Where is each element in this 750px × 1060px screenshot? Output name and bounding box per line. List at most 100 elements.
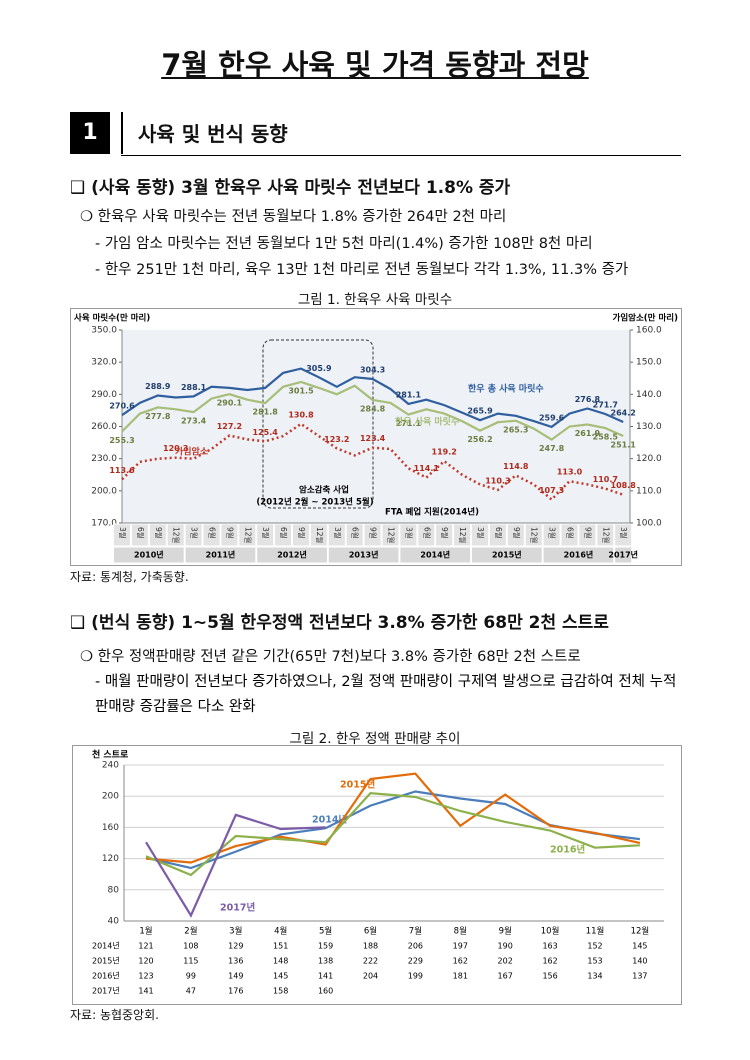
table-cell: 163 bbox=[542, 942, 557, 951]
year-label: 2010년 bbox=[134, 550, 164, 560]
data-label: 108.8 bbox=[611, 481, 637, 490]
data-label: 123.4 bbox=[360, 434, 386, 443]
x-cell bbox=[166, 523, 185, 547]
data-label: 288.9 bbox=[145, 382, 171, 391]
data-label: 259.6 bbox=[539, 413, 565, 422]
year-cell bbox=[256, 546, 328, 564]
data-label: 110.3 bbox=[485, 476, 510, 485]
x-cell bbox=[202, 523, 221, 547]
x-cell bbox=[113, 523, 131, 547]
source: 자료: 농협중앙회. bbox=[70, 1008, 159, 1022]
table-cell: 136 bbox=[228, 957, 243, 966]
table-cell: 156 bbox=[542, 972, 557, 981]
data-label: 271.7 bbox=[593, 400, 618, 409]
table-cell: 121 bbox=[138, 942, 153, 951]
data-label: 265.9 bbox=[467, 407, 493, 416]
plot-area bbox=[122, 330, 630, 523]
y2-tick-label: 100.0 bbox=[636, 519, 662, 529]
data-label: 270.6 bbox=[109, 402, 135, 411]
x-tick-label: 9월 bbox=[154, 527, 164, 539]
x-tick-label: 5월 bbox=[319, 926, 332, 937]
data-label: 125.4 bbox=[253, 428, 279, 437]
x-tick-label: 6월 bbox=[136, 527, 146, 539]
series-label: 2014년 bbox=[312, 814, 347, 826]
table-cell: 188 bbox=[363, 942, 378, 951]
y-tick-label: 320.0 bbox=[91, 358, 117, 368]
bullet: - 매월 판매량이 전년보다 증가하였으나, 2월 정액 판매량이 구제역 발생… bbox=[95, 674, 677, 715]
x-tick-label: 3월 bbox=[333, 527, 343, 539]
x-tick-label: 1월 bbox=[139, 926, 152, 937]
table-cell: 123 bbox=[138, 972, 153, 981]
year-label: 2014년 bbox=[420, 550, 450, 560]
data-label: 276.8 bbox=[575, 395, 601, 404]
source: 자료: 통계청, 가축동향. bbox=[70, 570, 189, 584]
table-row-label: 2017년 bbox=[92, 986, 120, 996]
x-tick-label: 6월 bbox=[566, 527, 576, 539]
series-line bbox=[121, 422, 624, 502]
y-tick-label: 40 bbox=[108, 917, 120, 927]
y2-tick-label: 160.0 bbox=[636, 326, 662, 336]
table-cell: 202 bbox=[498, 957, 513, 966]
table-cell: 47 bbox=[186, 987, 196, 996]
x-cell bbox=[417, 523, 436, 547]
table-cell: 159 bbox=[318, 942, 333, 951]
year-cell bbox=[113, 546, 185, 564]
series-label: 가임암소 bbox=[175, 446, 209, 458]
table-cell: 204 bbox=[363, 972, 378, 981]
heading: ❑ (사육 동향) 3월 한육우 사육 마릿수 전년보다 1.8% 증가 bbox=[70, 178, 511, 198]
y2-axis-title: 가임암소(만 마리) bbox=[613, 313, 679, 324]
y2-tick-label: 110.0 bbox=[636, 486, 662, 496]
x-tick-label: 9월 bbox=[369, 527, 379, 539]
table-cell: 176 bbox=[228, 987, 243, 996]
table-cell: 140 bbox=[632, 957, 647, 966]
data-label: 251.1 bbox=[611, 441, 637, 450]
data-label: 113.0 bbox=[557, 468, 583, 477]
x-cell bbox=[363, 523, 382, 547]
y-tick-label: 240 bbox=[102, 761, 119, 771]
y-tick-label: 200 bbox=[102, 792, 119, 802]
y2-tick-label: 140.0 bbox=[636, 390, 662, 400]
x-tick-label: 3월 bbox=[118, 527, 128, 539]
year-label: 2016년 bbox=[564, 550, 594, 560]
table-cell: 99 bbox=[186, 972, 196, 981]
table-row-label: 2016년 bbox=[92, 971, 120, 981]
x-tick-label: 3월 bbox=[404, 527, 414, 539]
x-tick-label: 3월 bbox=[548, 527, 558, 539]
x-cell bbox=[596, 523, 615, 547]
x-tick-label: 3월 bbox=[476, 527, 486, 539]
table-cell: 160 bbox=[318, 987, 333, 996]
x-cell bbox=[381, 523, 400, 547]
table-cell: 181 bbox=[453, 972, 468, 981]
data-label: 304.3 bbox=[360, 366, 385, 375]
table-row-label: 2015년 bbox=[92, 956, 120, 966]
data-label: 247.8 bbox=[539, 444, 565, 453]
series-line bbox=[145, 791, 640, 877]
x-tick-label: 12월 bbox=[315, 527, 325, 544]
table-cell: 134 bbox=[587, 972, 602, 981]
x-tick-label: 9월 bbox=[512, 527, 522, 539]
table-cell: 162 bbox=[453, 957, 468, 966]
table-cell: 137 bbox=[632, 972, 647, 981]
bullet: - 한우 251만 1천 마리, 육우 13만 1천 마리로 전년 동월보다 각… bbox=[95, 262, 629, 278]
x-tick-label: 3월 bbox=[619, 527, 629, 539]
figure-caption: 그림 1. 한육우 사육 마릿수 bbox=[297, 292, 453, 308]
x-cell bbox=[327, 523, 346, 547]
x-tick-label: 9월 bbox=[499, 926, 512, 937]
table-cell: 153 bbox=[587, 957, 602, 966]
series-label: 2015년 bbox=[340, 779, 375, 791]
table-cell: 141 bbox=[318, 972, 333, 981]
data-label: 114.1 bbox=[414, 464, 440, 473]
series-label: 한우 사육 마릿수 bbox=[395, 416, 459, 428]
table-cell: 145 bbox=[632, 942, 647, 951]
table-cell: 206 bbox=[408, 942, 423, 951]
x-tick-label: 3월 bbox=[261, 527, 271, 539]
annotation: (2012년 2월 ~ 2013년 5월) bbox=[256, 497, 373, 508]
table-cell: 115 bbox=[183, 957, 198, 966]
x-cell bbox=[399, 523, 418, 547]
heading: ❑ (번식 동향) 1~5월 한우정액 전년보다 3.8% 증가한 68만 2천… bbox=[70, 613, 609, 633]
x-cell bbox=[292, 523, 310, 547]
x-cell bbox=[471, 523, 489, 547]
x-tick-label: 6월 bbox=[494, 527, 504, 539]
data-label: 305.9 bbox=[306, 364, 332, 373]
table-cell: 151 bbox=[273, 942, 288, 951]
